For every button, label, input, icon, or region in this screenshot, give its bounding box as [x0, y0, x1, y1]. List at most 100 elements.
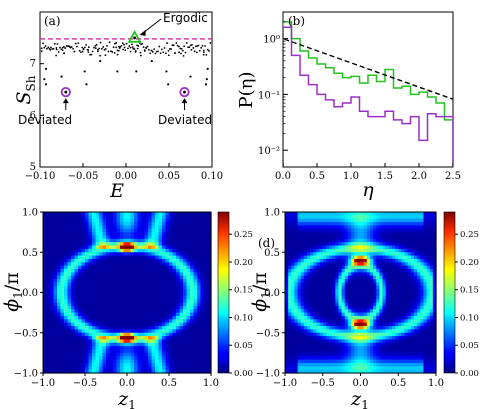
heatmap-cell — [88, 269, 93, 273]
heatmap-cell — [347, 235, 352, 240]
heatmap-cell — [106, 309, 111, 314]
heatmap-cell — [325, 359, 330, 364]
heatmap-cell — [303, 232, 308, 237]
heatmap-cell — [288, 248, 292, 253]
heatmap-cell — [162, 295, 167, 300]
y-tick-label: 10⁻¹ — [258, 90, 280, 101]
state-point — [46, 47, 48, 50]
heatmap-cell — [200, 238, 205, 243]
heatmap-cell — [398, 315, 402, 320]
heatmap-cell — [316, 235, 321, 240]
heatmap-cell — [137, 222, 142, 227]
heatmap-cell — [106, 366, 111, 371]
heatmap-cell — [127, 315, 132, 320]
heatmap-cell — [99, 366, 104, 371]
heatmap-cell — [165, 315, 170, 320]
heatmap-cell — [288, 228, 292, 233]
heatmap-cell — [46, 212, 51, 216]
heatmap-cell — [43, 212, 48, 216]
heatmap-cell — [106, 279, 111, 284]
heatmap-cell — [388, 279, 393, 284]
heatmap-cell — [407, 252, 412, 257]
heatmap-cell — [300, 252, 305, 257]
heatmap-cell — [288, 305, 292, 310]
heatmap-cell — [197, 359, 202, 364]
heatmap-cell — [193, 282, 198, 287]
heatmap-cell — [64, 342, 69, 347]
state-point — [175, 42, 178, 44]
heatmap-cell — [172, 238, 177, 243]
heatmap-cell — [285, 272, 289, 277]
heatmap-cell — [176, 312, 181, 317]
heatmap-cell — [46, 258, 51, 263]
heatmap-cell — [369, 312, 374, 317]
heatmap-cell — [186, 366, 191, 371]
state-point — [40, 47, 43, 50]
heatmap-cell — [313, 232, 318, 237]
heatmap-cell — [190, 332, 195, 337]
heatmap-cell — [50, 228, 55, 233]
heatmap-cell — [303, 255, 308, 260]
heatmap-cell — [316, 339, 321, 344]
heatmap-cell — [316, 232, 321, 237]
state-point — [90, 53, 93, 56]
heatmap-cell — [99, 312, 104, 317]
heatmap-cell — [43, 336, 48, 341]
heatmap-cell — [407, 255, 412, 260]
heatmap-cell — [207, 282, 212, 287]
heatmap-cell — [162, 265, 167, 270]
heatmap-cell — [155, 258, 160, 263]
heatmap-cell — [322, 238, 327, 243]
heatmap-cell — [71, 322, 76, 327]
heatmap-cell — [401, 232, 406, 237]
heatmap-cell — [366, 309, 371, 314]
heatmap-cell — [64, 299, 69, 304]
heatmap-cell — [141, 349, 146, 354]
heatmap-cell — [357, 326, 362, 330]
heatmap-cell — [300, 299, 305, 304]
heatmap-cell — [401, 222, 406, 227]
state-point — [118, 45, 120, 48]
heatmap-cell — [329, 346, 333, 351]
y-tick-label: −1.0 — [14, 369, 38, 380]
heatmap-cell — [357, 279, 362, 284]
heatmap-cell — [347, 228, 352, 233]
heatmap-cell — [99, 359, 104, 364]
heatmap-cell — [148, 312, 153, 317]
heatmap-cell — [204, 248, 209, 253]
heatmap-cell — [95, 295, 100, 300]
state-point — [87, 46, 90, 49]
heatmap-cell — [137, 369, 142, 374]
heatmap-cell — [332, 232, 336, 237]
heatmap-cell — [344, 336, 349, 341]
heatmap-cell — [417, 346, 421, 351]
heatmap-cell — [67, 242, 72, 247]
heatmap-cell — [92, 218, 97, 223]
heatmap-cell — [316, 279, 321, 284]
heatmap-cell — [92, 212, 97, 216]
heatmap-cell — [351, 319, 355, 324]
heatmap-cell — [151, 295, 156, 300]
heatmap-cell — [183, 248, 188, 253]
heatmap-cell — [197, 228, 202, 233]
heatmap-cell — [310, 366, 314, 371]
heatmap-cell — [313, 258, 318, 263]
heatmap-cell — [71, 228, 76, 233]
heatmap-cell — [344, 258, 349, 263]
state-point — [178, 45, 180, 48]
heatmap-cell — [186, 326, 191, 330]
state-point — [72, 47, 74, 50]
heatmap-cell — [60, 305, 65, 310]
heatmap-cell — [313, 235, 318, 240]
heatmap-cell — [144, 342, 149, 347]
heatmap-cell — [141, 285, 146, 290]
heatmap-cell — [382, 329, 387, 334]
heatmap-cell — [43, 215, 48, 220]
heatmap-cell — [363, 275, 368, 280]
heatmap-cell — [172, 242, 177, 247]
heatmap-cell — [347, 215, 352, 220]
heatmap-cell — [382, 248, 387, 253]
heatmap-cell — [360, 289, 365, 294]
heatmap-cell — [102, 336, 107, 341]
heatmap-cell — [410, 342, 415, 347]
